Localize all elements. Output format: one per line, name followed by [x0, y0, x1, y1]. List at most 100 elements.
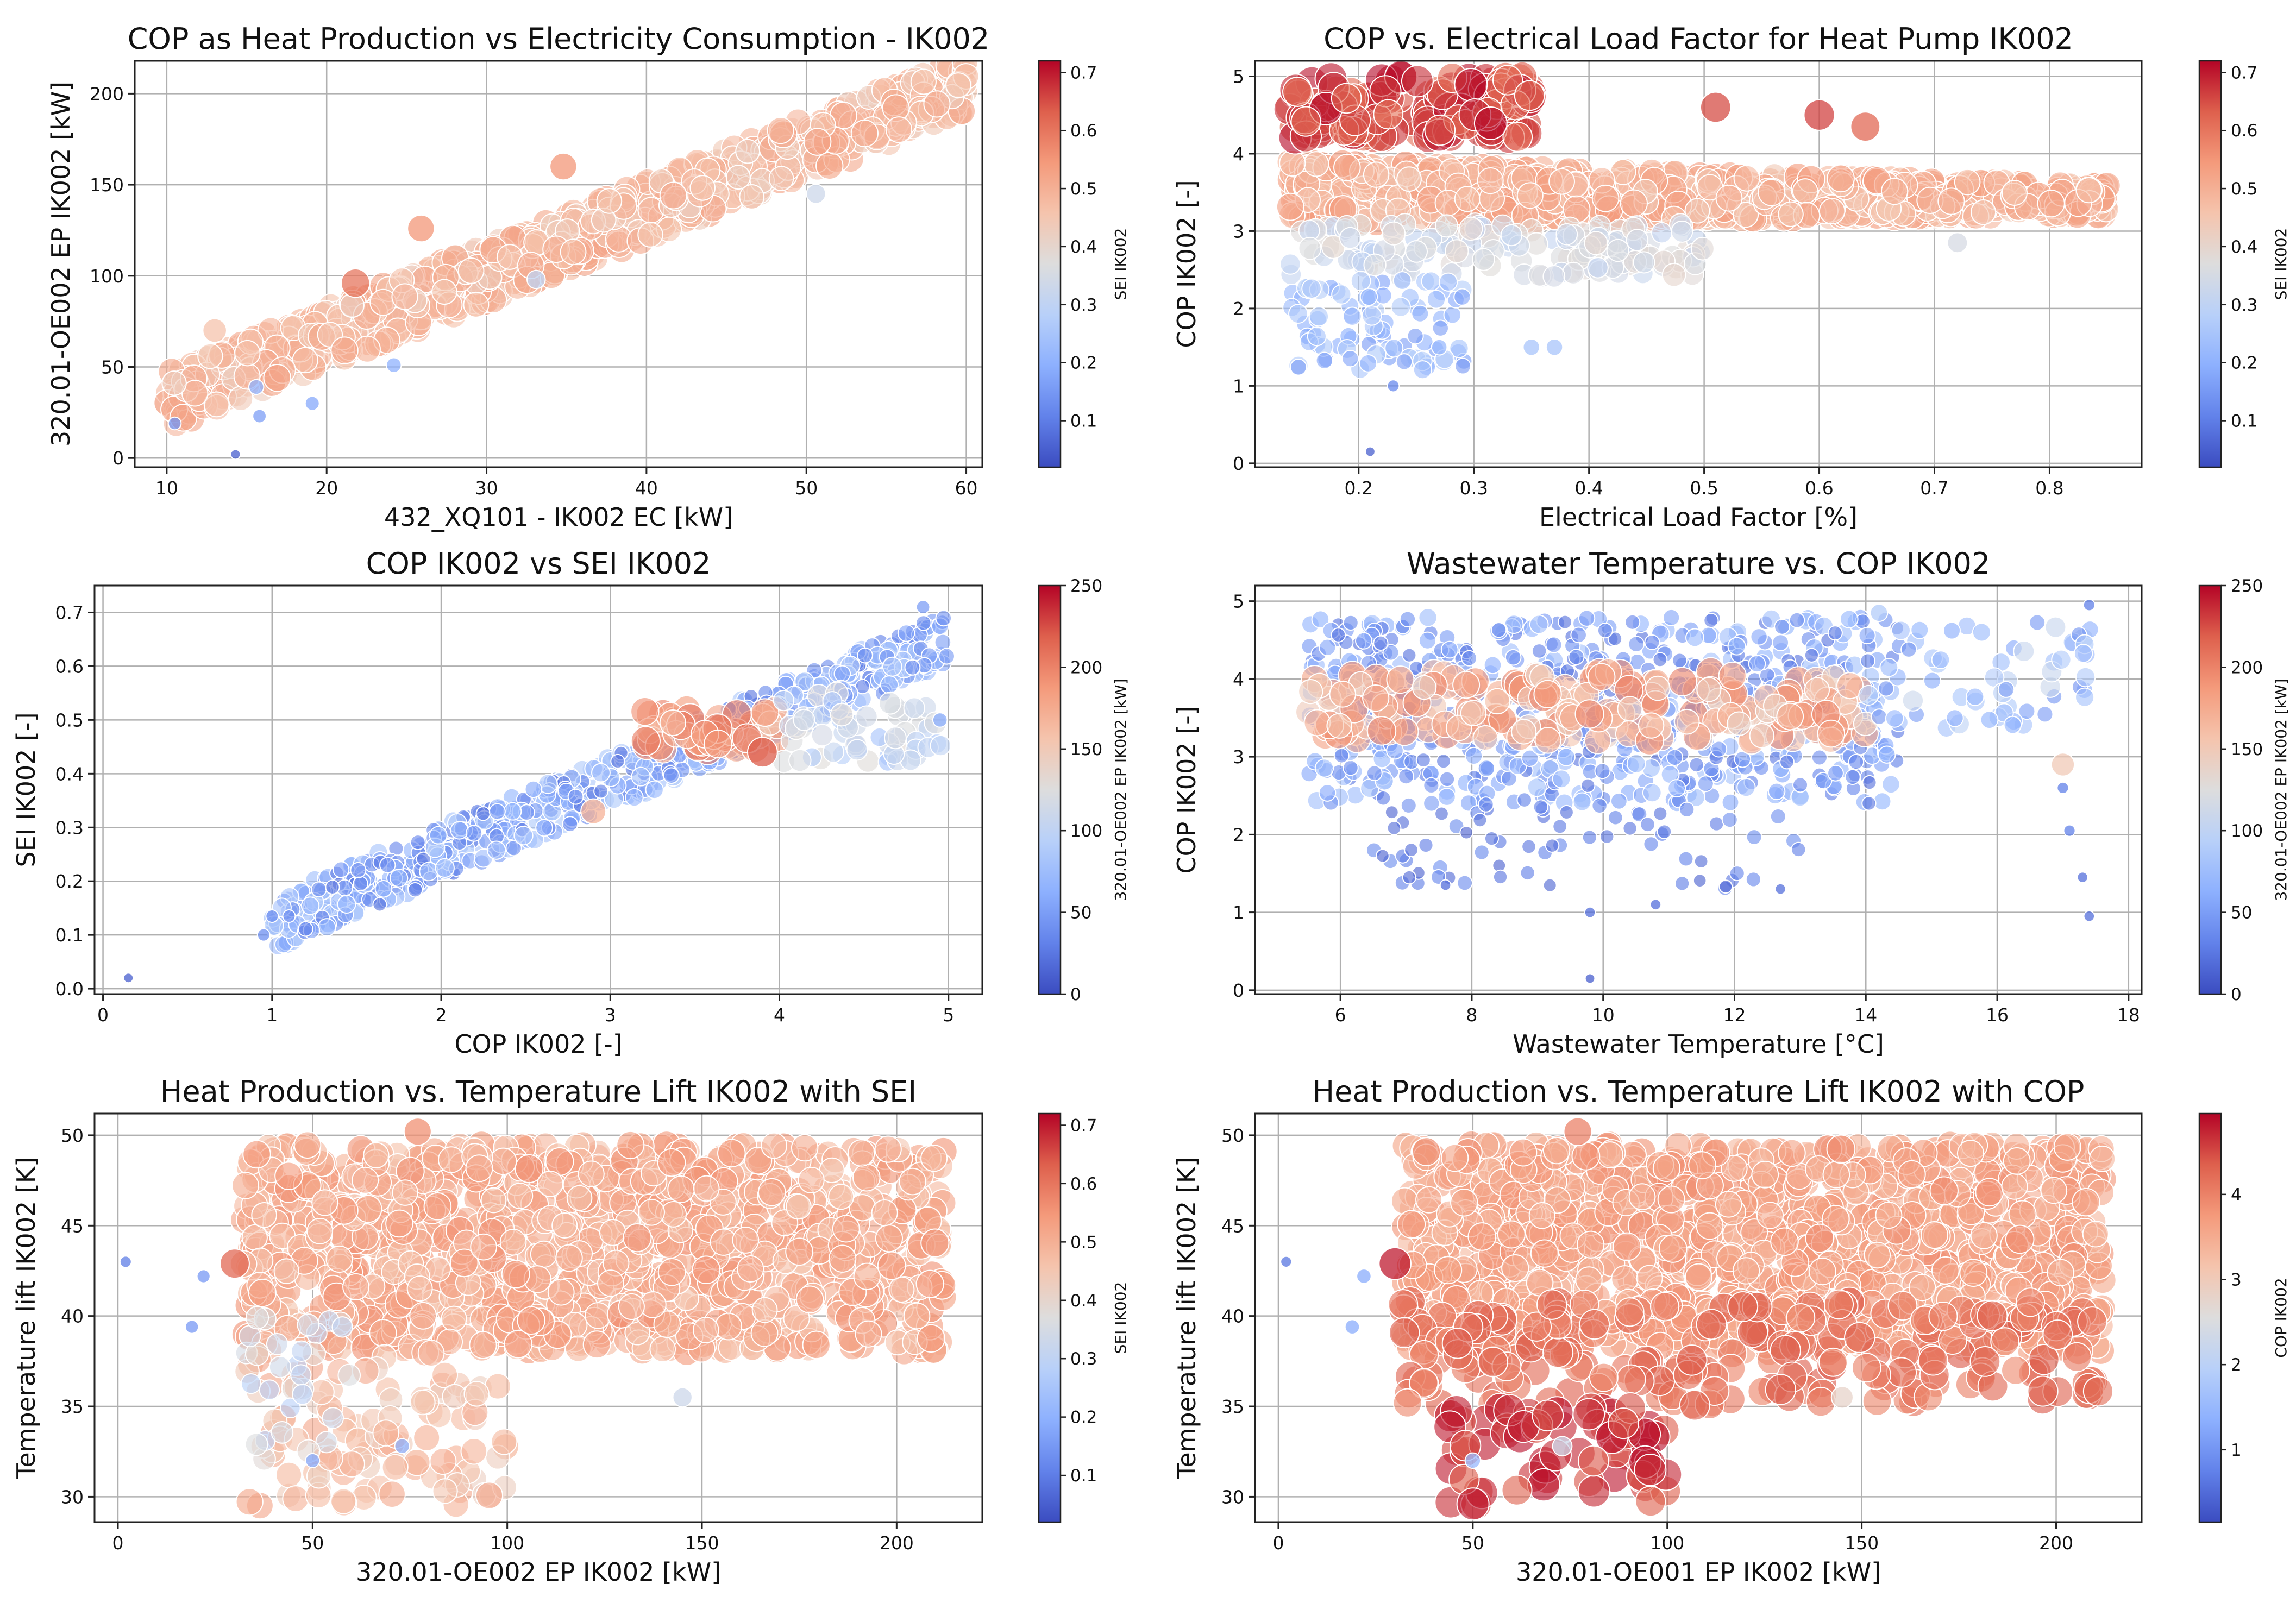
data-point — [1631, 806, 1648, 823]
data-point — [1432, 319, 1449, 337]
data-point — [1387, 820, 1402, 835]
data-point — [234, 340, 261, 367]
data-point — [1608, 809, 1623, 826]
data-point — [1382, 644, 1400, 661]
y-tick-label: 0 — [1233, 453, 1244, 474]
data-point — [2083, 910, 2096, 922]
data-point — [1778, 201, 1804, 227]
data-point — [1624, 614, 1641, 630]
data-point — [1667, 779, 1686, 798]
y-tick-label: 0 — [1233, 980, 1244, 1001]
data-point — [337, 895, 356, 914]
data-point — [1689, 757, 1704, 773]
data-point — [1454, 67, 1488, 102]
data-point — [1836, 672, 1864, 700]
data-point — [1774, 619, 1790, 635]
data-point — [1652, 652, 1668, 668]
data-point — [1533, 680, 1562, 709]
data-point — [1343, 614, 1359, 631]
data-point — [1770, 808, 1786, 825]
data-point — [1290, 359, 1307, 376]
data-point — [1399, 611, 1416, 627]
colorbar-tick-label: 100 — [1070, 821, 1102, 841]
data-point — [1516, 182, 1544, 209]
data-point — [793, 708, 815, 731]
y-axis-label: SEI IK002 [-] — [11, 712, 41, 867]
x-tick-label: 5 — [943, 1004, 954, 1026]
data-point — [1559, 804, 1574, 820]
data-point — [1776, 702, 1804, 731]
data-point — [1303, 151, 1329, 177]
data-point — [560, 238, 587, 266]
data-point — [2003, 715, 2022, 734]
colorbar-tick-label: 0.1 — [1070, 412, 1097, 431]
data-point — [663, 767, 680, 784]
data-point — [1472, 813, 1488, 828]
colorbar-tick-label: 150 — [2231, 740, 2263, 759]
data-point — [1860, 653, 1876, 669]
data-point — [372, 897, 387, 912]
data-point — [1873, 792, 1892, 811]
colorbar-tick-label: 0.7 — [2231, 63, 2257, 83]
data-point — [1477, 759, 1496, 777]
data-point — [1472, 248, 1495, 271]
data-point — [123, 972, 134, 984]
data-point — [1527, 777, 1547, 797]
data-point — [1542, 265, 1566, 288]
data-point — [1840, 609, 1859, 628]
data-point — [1879, 658, 1899, 677]
x-tick-label: 0 — [97, 1004, 109, 1026]
data-point — [1534, 727, 1561, 754]
data-point — [2073, 644, 2093, 663]
data-point — [1343, 306, 1362, 326]
colorbar-tick-label: 0.3 — [1070, 296, 1097, 315]
data-point — [2001, 179, 2028, 206]
data-point — [1580, 778, 1596, 793]
data-point — [1454, 357, 1472, 375]
x-tick-label: 0.4 — [1574, 477, 1603, 499]
data-point — [1454, 186, 1481, 212]
colorbar-tick-label: 100 — [2231, 821, 2263, 841]
data-point — [1858, 684, 1879, 706]
data-point — [330, 336, 359, 364]
data-point — [298, 921, 313, 937]
data-point — [880, 675, 899, 694]
data-point — [1384, 805, 1399, 820]
data-point — [1473, 106, 1508, 140]
data-point — [1733, 165, 1760, 192]
data-point — [1570, 626, 1587, 644]
y-tick-label: 0.2 — [55, 871, 84, 892]
data-point — [1319, 638, 1337, 656]
data-point — [1362, 684, 1390, 712]
colorbar-tick-label: 0.5 — [1070, 179, 1097, 199]
data-point — [1457, 875, 1473, 891]
data-point — [1329, 681, 1357, 708]
scatter-points — [1273, 61, 2121, 457]
data-point — [1610, 792, 1628, 810]
data-point — [488, 803, 506, 820]
data-point — [340, 268, 371, 298]
x-tick-label: 20 — [315, 477, 338, 499]
data-point — [1651, 222, 1673, 244]
data-point — [1533, 799, 1549, 815]
data-point — [1307, 326, 1327, 347]
data-point — [1628, 636, 1645, 652]
data-point — [1298, 679, 1323, 705]
data-point — [1400, 797, 1417, 814]
colorbar-tick-label: 50 — [2231, 903, 2252, 923]
x-tick-label: 14 — [1854, 1004, 1877, 1026]
data-point — [1396, 166, 1422, 192]
data-point — [1881, 775, 1900, 794]
colorbar-tick-label: 0.2 — [2231, 354, 2257, 373]
data-point — [252, 408, 267, 424]
y-tick-label: 150 — [90, 174, 124, 196]
y-tick-label: 50 — [101, 357, 124, 378]
data-point — [1350, 271, 1371, 292]
data-point — [910, 68, 937, 95]
data-point — [1772, 634, 1790, 651]
data-point — [1848, 753, 1865, 770]
x-tick-label: 0.8 — [2035, 477, 2063, 499]
